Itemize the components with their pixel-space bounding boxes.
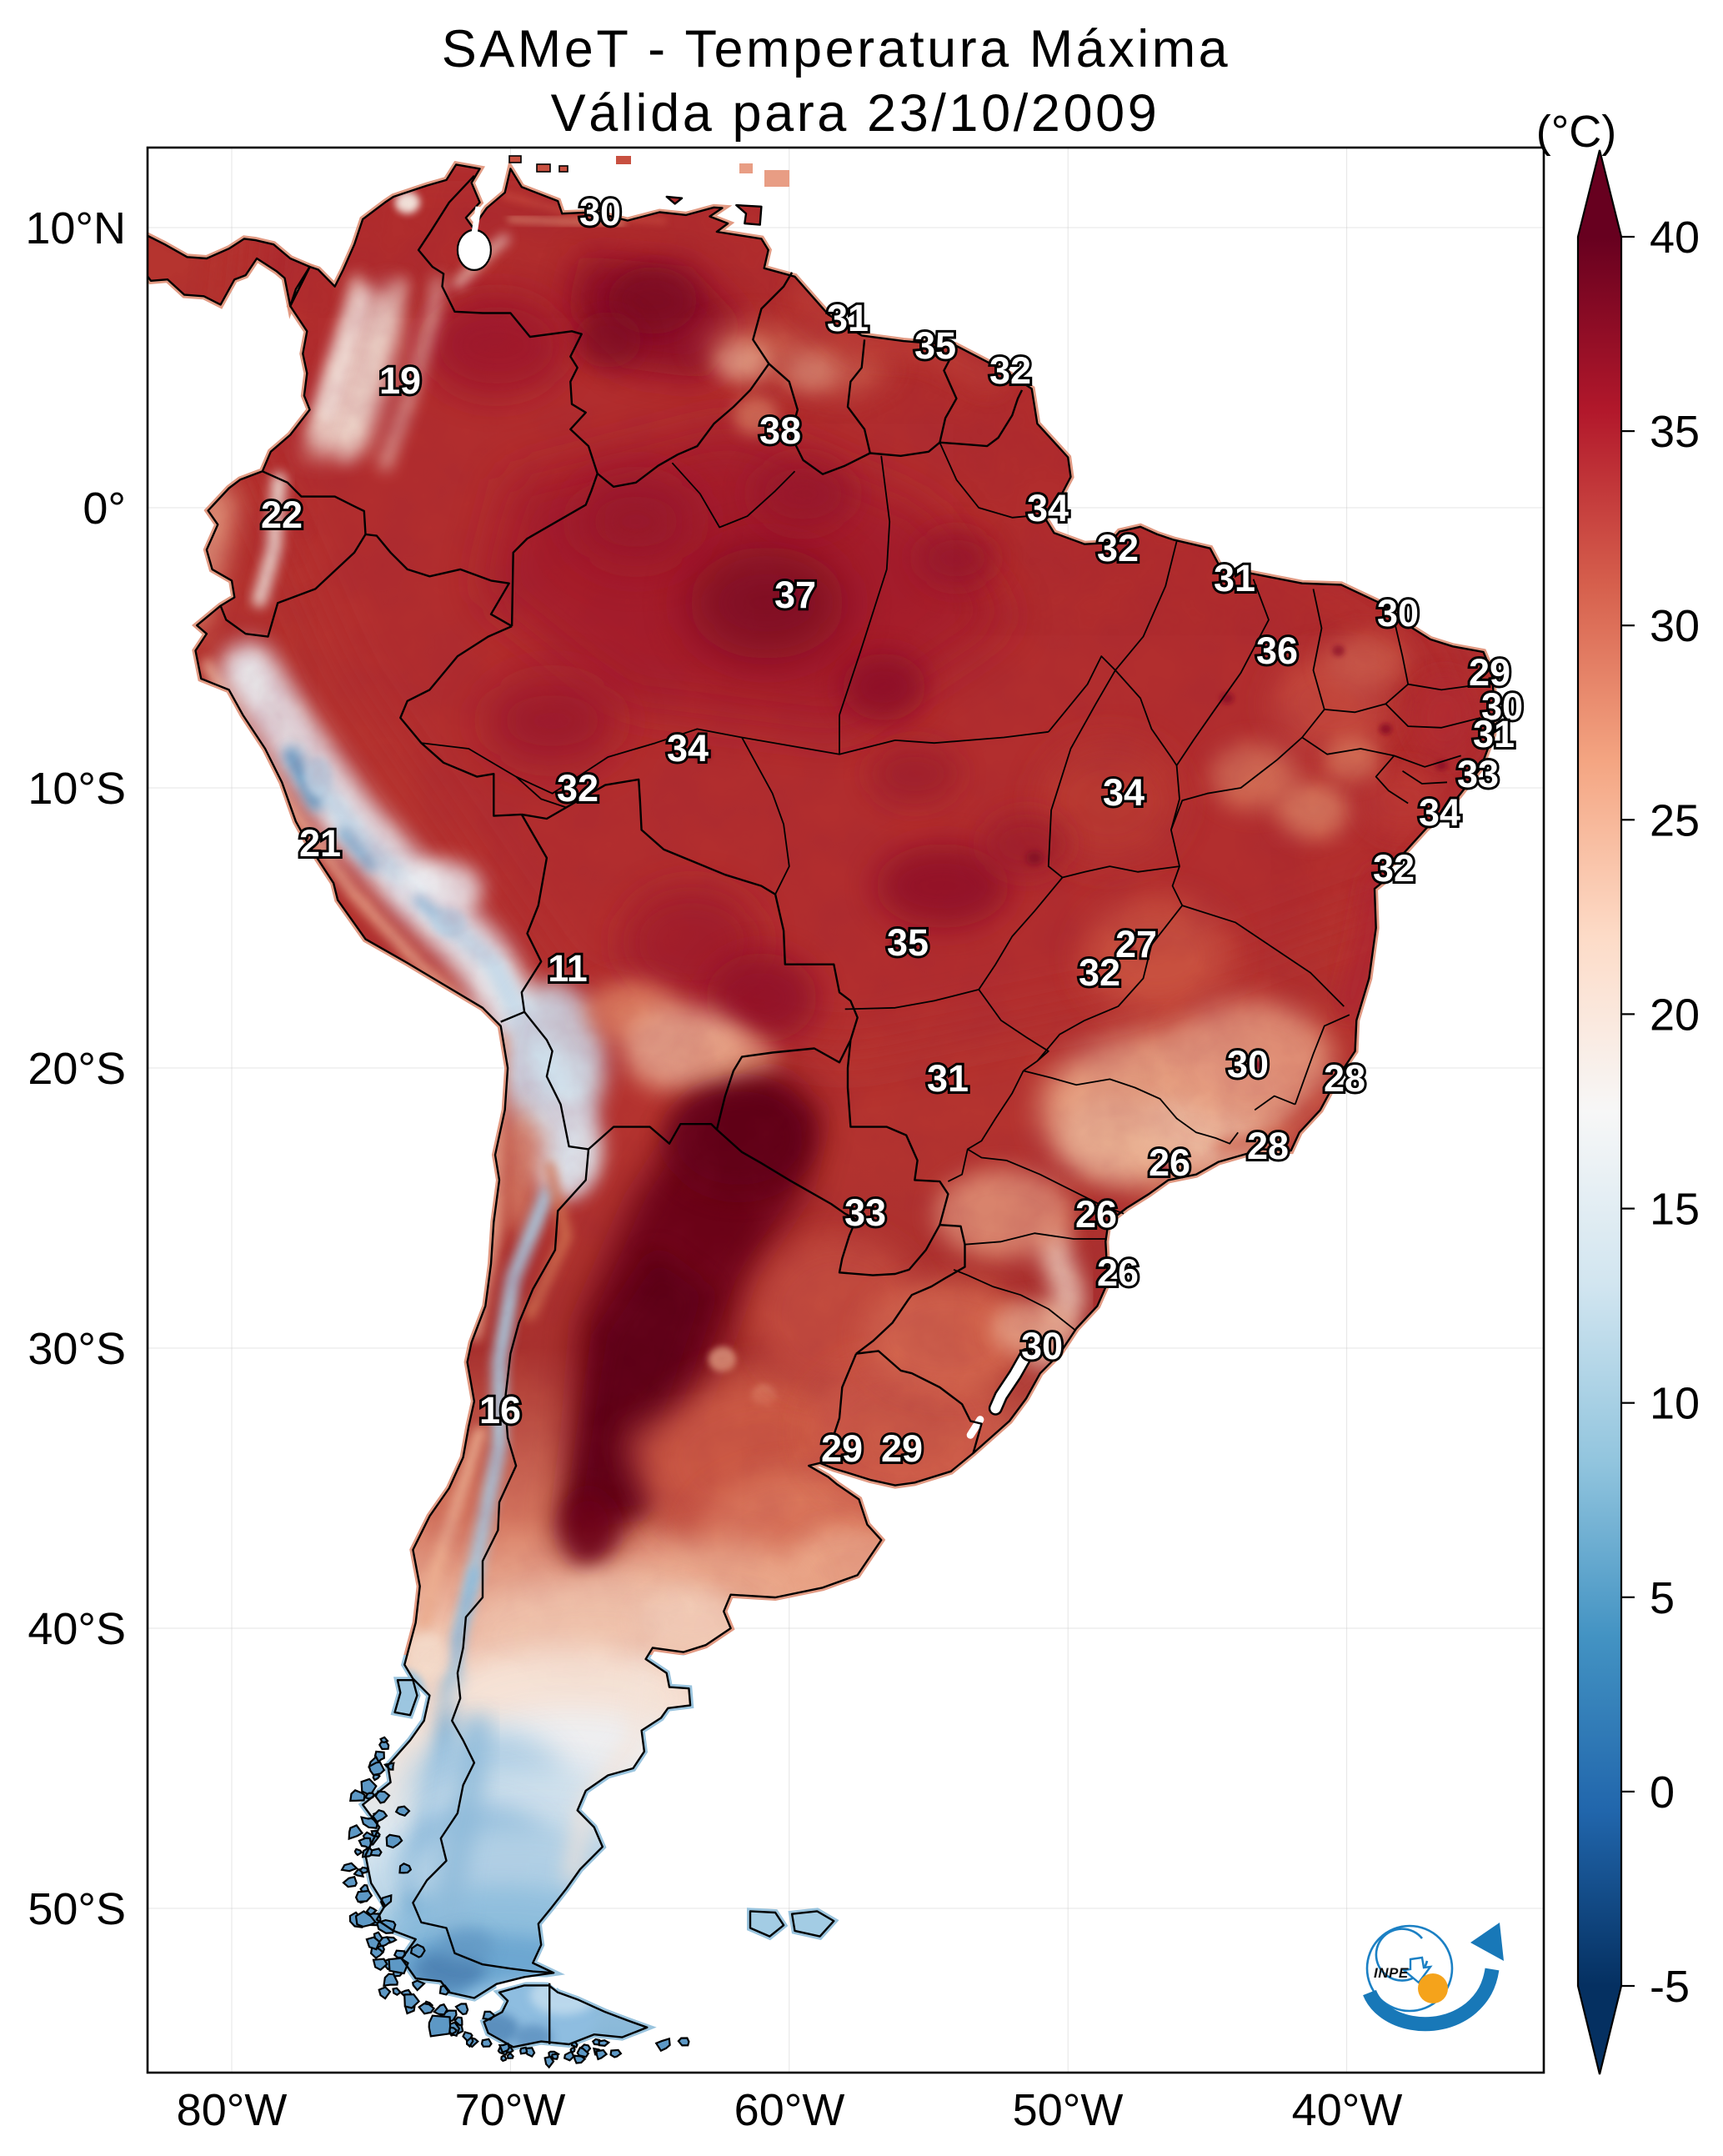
svg-text:32: 32	[989, 349, 1031, 392]
svg-text:29: 29	[1469, 651, 1510, 694]
svg-text:SAMeT - Temperatura Máxima: SAMeT - Temperatura Máxima	[442, 20, 1230, 78]
svg-text:26: 26	[1075, 1193, 1117, 1236]
svg-text:0: 0	[1650, 1767, 1675, 1818]
svg-text:50°S: 50°S	[28, 1884, 126, 1934]
svg-text:28: 28	[1324, 1057, 1365, 1100]
svg-text:34: 34	[667, 727, 709, 770]
svg-text:-5: -5	[1650, 1962, 1690, 2012]
svg-text:19: 19	[379, 359, 421, 402]
svg-text:40°S: 40°S	[28, 1604, 126, 1654]
svg-text:36: 36	[1256, 629, 1298, 672]
svg-text:10°N: 10°N	[25, 203, 126, 253]
svg-text:32: 32	[1097, 527, 1139, 569]
svg-text:35: 35	[1650, 407, 1700, 457]
svg-text:34: 34	[1103, 771, 1144, 814]
svg-text:70°W: 70°W	[455, 2085, 566, 2135]
svg-text:30: 30	[1377, 592, 1419, 634]
svg-text:30: 30	[1650, 601, 1700, 651]
svg-text:0°: 0°	[83, 484, 126, 534]
svg-text:30: 30	[1227, 1043, 1269, 1086]
svg-text:33: 33	[1457, 753, 1499, 795]
svg-text:31: 31	[827, 297, 869, 339]
svg-text:20: 20	[1650, 990, 1700, 1040]
svg-text:31: 31	[1473, 713, 1515, 755]
svg-text:32: 32	[1079, 951, 1120, 994]
svg-text:21: 21	[299, 822, 341, 865]
svg-text:(°C): (°C)	[1536, 107, 1617, 157]
svg-text:34: 34	[1027, 487, 1069, 529]
svg-text:11: 11	[548, 947, 588, 990]
svg-text:30: 30	[1481, 685, 1523, 728]
svg-text:20°S: 20°S	[28, 1044, 126, 1094]
svg-text:10°S: 10°S	[28, 764, 126, 814]
svg-text:33: 33	[844, 1191, 886, 1234]
svg-text:INPE: INPE	[1374, 1965, 1409, 1981]
svg-text:30: 30	[579, 191, 621, 233]
svg-text:35: 35	[887, 921, 929, 964]
svg-text:26: 26	[1097, 1251, 1139, 1294]
svg-text:37: 37	[774, 574, 816, 616]
svg-text:30: 30	[1021, 1325, 1063, 1367]
svg-text:40°W: 40°W	[1292, 2085, 1403, 2135]
svg-text:15: 15	[1650, 1185, 1700, 1235]
svg-text:22: 22	[261, 494, 303, 536]
svg-text:32: 32	[557, 767, 599, 810]
svg-text:35: 35	[914, 324, 956, 367]
svg-text:29: 29	[821, 1427, 863, 1470]
svg-text:38: 38	[759, 409, 801, 452]
svg-text:27: 27	[1115, 923, 1157, 965]
svg-text:32: 32	[1373, 847, 1415, 890]
svg-text:25: 25	[1650, 795, 1700, 845]
svg-text:28: 28	[1247, 1125, 1289, 1167]
svg-text:10: 10	[1650, 1379, 1700, 1429]
svg-text:34: 34	[1419, 791, 1460, 834]
svg-text:16: 16	[479, 1389, 521, 1431]
svg-text:Válida para 23/10/2009: Válida para 23/10/2009	[551, 84, 1160, 143]
svg-text:31: 31	[1214, 557, 1255, 599]
svg-text:29: 29	[881, 1427, 923, 1470]
svg-text:80°W: 80°W	[177, 2085, 288, 2135]
svg-text:50°W: 50°W	[1013, 2085, 1124, 2135]
svg-text:40: 40	[1650, 213, 1700, 263]
svg-text:31: 31	[927, 1057, 969, 1100]
svg-text:26: 26	[1149, 1141, 1190, 1184]
svg-text:5: 5	[1650, 1573, 1675, 1623]
svg-text:30°S: 30°S	[28, 1324, 126, 1374]
svg-text:60°W: 60°W	[734, 2085, 845, 2135]
